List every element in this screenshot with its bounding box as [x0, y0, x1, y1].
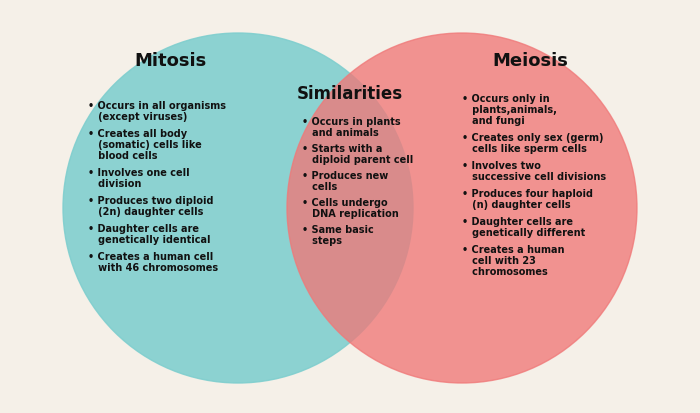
Text: genetically identical: genetically identical	[88, 235, 211, 244]
Text: • Same basic: • Same basic	[302, 224, 374, 235]
Text: • Involves one cell: • Involves one cell	[88, 168, 190, 178]
Text: • Starts with a: • Starts with a	[302, 144, 382, 154]
Text: • Produces four haploid: • Produces four haploid	[462, 189, 593, 199]
Text: cells like sperm cells: cells like sperm cells	[462, 144, 587, 154]
Text: • Occurs only in: • Occurs only in	[462, 94, 550, 104]
Text: Mitosis: Mitosis	[134, 52, 206, 70]
Circle shape	[63, 34, 413, 383]
Text: • Produces new: • Produces new	[302, 171, 388, 180]
Text: (2n) daughter cells: (2n) daughter cells	[88, 206, 204, 216]
Text: • Creates only sex (germ): • Creates only sex (germ)	[462, 133, 603, 142]
Text: chromosomes: chromosomes	[462, 266, 547, 276]
Text: • Creates all body: • Creates all body	[88, 129, 187, 139]
Text: • Produces two diploid: • Produces two diploid	[88, 195, 214, 206]
Text: cell with 23: cell with 23	[462, 255, 536, 266]
Text: with 46 chromosomes: with 46 chromosomes	[88, 262, 218, 272]
Text: Similarities: Similarities	[297, 85, 403, 103]
Text: division: division	[88, 178, 141, 189]
Text: • Creates a human cell: • Creates a human cell	[88, 252, 214, 261]
Text: steps: steps	[302, 235, 342, 245]
Text: • Occurs in plants: • Occurs in plants	[302, 117, 400, 127]
Text: successive cell divisions: successive cell divisions	[462, 171, 606, 182]
Text: genetically different: genetically different	[462, 228, 585, 237]
Circle shape	[287, 34, 637, 383]
Text: • Involves two: • Involves two	[462, 161, 541, 171]
Text: and animals: and animals	[302, 128, 379, 138]
Text: (except viruses): (except viruses)	[88, 112, 188, 122]
Text: (somatic) cells like: (somatic) cells like	[88, 140, 202, 150]
Text: blood cells: blood cells	[88, 151, 158, 161]
Text: • Occurs in all organisms: • Occurs in all organisms	[88, 101, 226, 111]
Text: diploid parent cell: diploid parent cell	[302, 154, 413, 165]
Text: Meiosis: Meiosis	[492, 52, 568, 70]
Text: cells: cells	[302, 182, 337, 192]
Text: (n) daughter cells: (n) daughter cells	[462, 199, 570, 209]
Text: • Daughter cells are: • Daughter cells are	[462, 216, 573, 226]
Text: plants,animals,: plants,animals,	[462, 105, 557, 115]
Text: • Creates a human: • Creates a human	[462, 244, 564, 254]
Text: • Daughter cells are: • Daughter cells are	[88, 223, 199, 233]
Text: and fungi: and fungi	[462, 116, 525, 126]
Text: DNA replication: DNA replication	[302, 209, 399, 218]
Text: • Cells undergo: • Cells undergo	[302, 197, 388, 207]
